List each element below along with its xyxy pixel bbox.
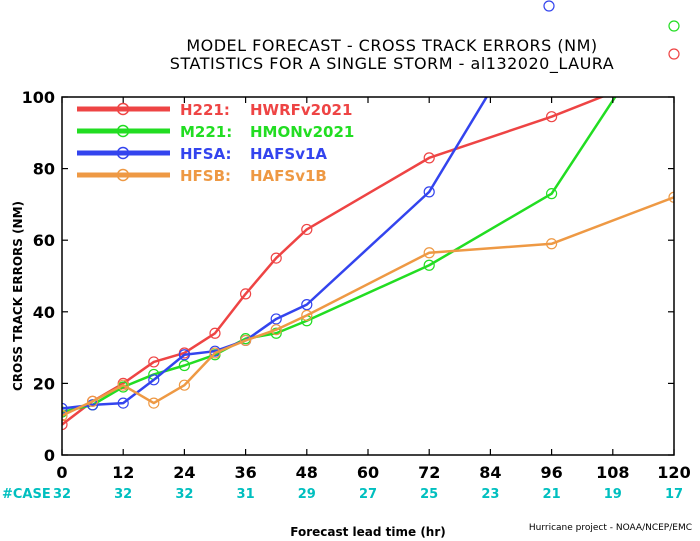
data-point — [423, 152, 435, 164]
data-point — [117, 397, 129, 409]
case-count: 32 — [175, 487, 193, 502]
legend-code: H221: — [180, 101, 230, 119]
legend-code: HFSB: — [180, 167, 231, 185]
y-tick-label: 60 — [33, 231, 55, 250]
x-tick-label: 120 — [657, 463, 690, 482]
case-count: 27 — [359, 487, 377, 502]
legend-item-m221: M221: HMONv2021 — [77, 123, 354, 141]
case-count: 32 — [114, 487, 132, 502]
case-count: 17 — [665, 487, 683, 502]
y-tick-label: 80 — [33, 160, 55, 179]
x-axis-title: Forecast lead time (hr) — [290, 525, 446, 539]
data-point — [209, 327, 221, 339]
data-point — [423, 186, 435, 198]
legend-marker — [116, 124, 130, 138]
x-tick-label: 12 — [112, 463, 134, 482]
legend-marker — [116, 102, 130, 116]
x-tick-label: 96 — [540, 463, 562, 482]
data-point — [178, 349, 190, 361]
series-line — [62, 97, 489, 410]
data-point — [423, 259, 435, 271]
legend-marker — [116, 168, 130, 182]
data-point — [301, 223, 313, 236]
y-tick-label: 0 — [44, 446, 55, 465]
data-point — [62, 418, 68, 431]
series-line — [62, 196, 674, 417]
data-point — [270, 313, 282, 325]
y-axis-title: CROSS TRACK ERRORS (NM) — [11, 201, 25, 391]
case-count: 19 — [604, 487, 622, 502]
data-point — [668, 191, 674, 203]
case-count: 29 — [298, 487, 316, 502]
legend: H221: HWRFv2021 M221: HMONv2021 HFSA: HAFSv1A… — [77, 101, 354, 185]
data-point — [86, 395, 99, 407]
case-count: 31 — [237, 487, 255, 502]
series-hfsb — [62, 191, 674, 422]
legend-item-hfsb: HFSB: HAFSv1B — [77, 167, 327, 185]
legend-model: HAFSv1A — [250, 145, 327, 163]
legend-item-hfsa: HFSA: HAFSv1A — [77, 145, 327, 163]
data-point — [301, 309, 313, 321]
data-point — [240, 334, 252, 347]
chart-subtitle: STATISTICS FOR A SINGLE STORM - al132020… — [170, 54, 614, 74]
legend-code: HFSA: — [180, 145, 232, 163]
data-point — [270, 324, 282, 336]
legend-marker — [116, 146, 130, 160]
data-point — [62, 402, 68, 415]
x-tick-label: 0 — [56, 463, 67, 482]
legend-model: HWRFv2021 — [250, 101, 352, 119]
legend-model: HMONv2021 — [250, 123, 354, 141]
series-layer — [62, 97, 674, 431]
legend-item-h221: H221: HWRFv2021 — [77, 101, 352, 119]
x-tick-label: 24 — [173, 463, 195, 482]
axis-ticks: 0 32 12 32 24 32 36 31 48 29 60 27 72 25 84 23 96 21 108 19… — [2, 88, 691, 502]
data-point — [240, 288, 252, 300]
data-point — [423, 247, 435, 259]
x-tick-label: 36 — [234, 463, 256, 482]
offscale-markers — [543, 0, 680, 60]
data-point — [270, 252, 282, 264]
data-point — [148, 356, 160, 368]
data-point — [178, 379, 190, 391]
x-tick-label: 108 — [596, 463, 629, 482]
x-tick-label: 84 — [479, 463, 501, 482]
offscale-marker-m221 — [668, 20, 680, 32]
data-point — [270, 327, 282, 339]
data-point — [545, 238, 558, 250]
data-point — [148, 374, 160, 386]
data-point — [545, 188, 558, 200]
y-tick-label: 20 — [33, 374, 55, 393]
case-count: 25 — [420, 487, 438, 502]
case-row-label: #CASE — [2, 487, 51, 502]
x-tick-label: 72 — [418, 463, 440, 482]
case-count: 23 — [481, 487, 499, 502]
case-count: 21 — [543, 487, 561, 502]
x-tick-label: 48 — [296, 463, 318, 482]
data-point — [178, 359, 190, 372]
footer-credit: Hurricane project - NOAA/NCEP/EMC — [529, 523, 692, 533]
y-tick-label: 40 — [33, 303, 55, 322]
data-point — [148, 397, 160, 409]
data-point — [301, 299, 313, 311]
offscale-marker-hfsa — [543, 0, 555, 12]
y-tick-label: 100 — [22, 88, 55, 107]
x-tick-label: 60 — [357, 463, 379, 482]
data-point — [545, 111, 558, 123]
case-count: 32 — [53, 487, 71, 502]
series-hfsa — [62, 97, 489, 415]
offscale-marker-h221 — [668, 48, 680, 60]
data-point — [209, 347, 221, 359]
data-point — [117, 379, 129, 391]
data-point — [62, 410, 68, 422]
legend-code: M221: — [180, 123, 232, 141]
chart-title: MODEL FORECAST - CROSS TRACK ERRORS (NM) — [186, 36, 597, 55]
legend-model: HAFSv1B — [250, 167, 327, 185]
